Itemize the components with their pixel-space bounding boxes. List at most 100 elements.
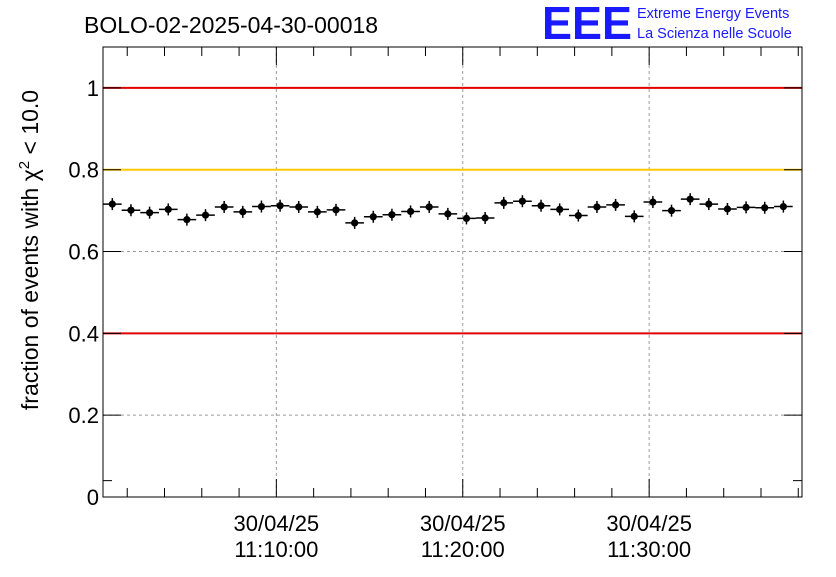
data-point <box>643 196 663 209</box>
data-point <box>550 203 569 216</box>
data-marker <box>537 202 545 210</box>
x-tick-label-time: 11:10:00 <box>234 537 318 562</box>
org-name-line1: Extreme Energy Events <box>637 6 789 22</box>
data-point <box>345 216 364 229</box>
x-tick-label-date: 30/04/25 <box>420 511 506 536</box>
data-marker <box>723 205 732 213</box>
data-point <box>587 200 607 213</box>
data-point <box>121 204 141 217</box>
data-point <box>569 209 588 222</box>
y-tick-label: 1 <box>87 76 99 101</box>
data-point <box>513 195 532 208</box>
data-marker <box>462 214 471 223</box>
data-point <box>774 200 793 213</box>
y-axis-label-superscript: 2 <box>16 161 33 169</box>
data-marker <box>667 207 676 215</box>
y-tick-label: 0.4 <box>68 321 99 346</box>
data-point <box>140 206 159 219</box>
data-point <box>736 201 756 214</box>
run-title: BOLO-02-2025-04-30-00018 <box>84 12 378 38</box>
data-point <box>438 207 458 220</box>
y-axis-label-suffix: < 10.0 <box>17 90 43 161</box>
data-point <box>103 198 122 211</box>
data-point <box>308 205 327 218</box>
y-tick-label: 0.6 <box>68 240 99 265</box>
eee-logo: EEE Extreme Energy Events La Scienza nel… <box>542 0 792 49</box>
data-marker <box>313 208 321 216</box>
data-point <box>699 198 719 211</box>
data-point <box>214 200 234 213</box>
data-marker <box>630 212 638 220</box>
data-marker <box>556 205 564 214</box>
data-marker <box>481 214 489 222</box>
axes: 00.20.40.60.8130/04/2511:10:0030/04/2511… <box>68 47 802 562</box>
data-point <box>382 208 402 221</box>
data-marker <box>239 208 247 216</box>
data-point <box>457 212 476 225</box>
data-marker <box>649 198 657 206</box>
data-point <box>233 205 253 218</box>
data-marker <box>332 206 340 214</box>
data-point <box>606 198 625 211</box>
data-marker <box>761 204 769 212</box>
data-marker <box>220 203 228 211</box>
y-tick-label: 0 <box>87 485 99 510</box>
data-marker <box>146 209 154 217</box>
data-series <box>103 193 793 229</box>
data-marker <box>518 197 527 205</box>
data-point <box>363 210 383 223</box>
x-tick-label-time: 11:20:00 <box>421 537 505 562</box>
data-marker <box>201 211 210 219</box>
data-marker <box>593 203 601 211</box>
data-point <box>270 199 290 212</box>
data-marker <box>257 202 266 211</box>
data-marker <box>108 200 116 208</box>
plot-frame <box>102 46 803 498</box>
data-point <box>531 199 551 212</box>
data-point <box>419 200 439 213</box>
y-axis-label-prefix: fraction of events with χ <box>17 169 43 410</box>
data-marker <box>276 202 284 210</box>
data-point <box>289 200 309 213</box>
eee-logo-text: EEE <box>542 0 632 49</box>
data-point <box>196 209 215 222</box>
y-axis-label: fraction of events with χ2 < 10.0 <box>16 90 43 410</box>
data-marker <box>742 203 750 211</box>
data-point <box>177 213 197 226</box>
org-name-line2: La Scienza nelle Scuole <box>637 26 792 42</box>
data-marker <box>164 205 172 214</box>
data-marker <box>369 213 377 221</box>
data-point <box>755 201 775 214</box>
data-marker <box>500 199 508 207</box>
data-marker <box>127 206 135 214</box>
data-marker <box>612 201 620 209</box>
x-tick-label-date: 30/04/25 <box>606 511 692 536</box>
data-point <box>662 204 681 217</box>
data-marker <box>388 211 396 219</box>
data-point <box>494 196 514 209</box>
data-point <box>475 212 495 224</box>
data-marker <box>779 202 787 211</box>
data-point <box>624 210 644 223</box>
data-marker <box>705 200 713 208</box>
data-marker <box>686 195 694 203</box>
y-tick-label: 0.8 <box>68 158 99 183</box>
data-marker <box>574 211 582 220</box>
data-marker <box>444 210 452 218</box>
data-marker <box>183 216 191 224</box>
data-marker <box>351 219 359 227</box>
data-point <box>158 203 178 216</box>
data-point <box>680 193 700 206</box>
grid-lines <box>103 47 802 497</box>
data-point <box>252 200 271 213</box>
data-marker <box>425 203 433 211</box>
x-tick-label-time: 11:30:00 <box>607 537 691 562</box>
data-point <box>718 203 737 215</box>
data-marker <box>295 203 303 211</box>
data-point <box>401 205 420 218</box>
y-tick-label: 0.2 <box>68 403 99 428</box>
x-tick-label-date: 30/04/25 <box>234 511 320 536</box>
data-point <box>326 203 346 216</box>
